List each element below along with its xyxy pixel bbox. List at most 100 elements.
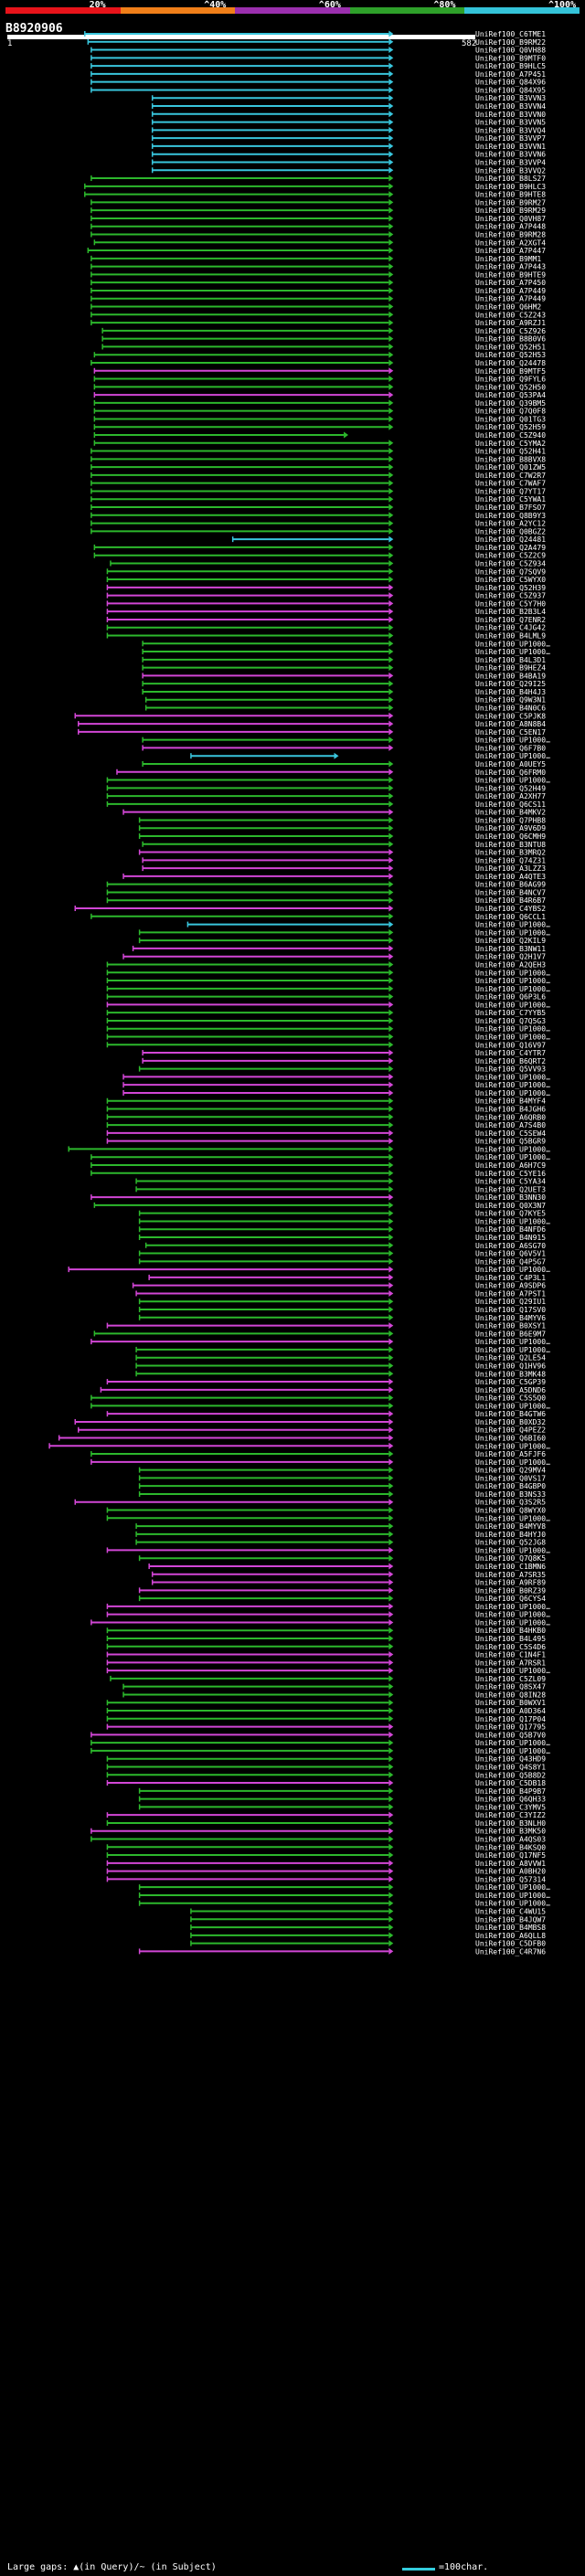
hit-label[interactable]: UniRef100_B6AG99: [475, 881, 546, 889]
hit-row[interactable]: UniRef100_B7FSO7: [90, 504, 546, 512]
hit-row[interactable]: UniRef100_C4P3L1: [148, 1274, 546, 1282]
hit-row[interactable]: UniRef100_A6QRB0: [106, 1113, 546, 1121]
hit-row[interactable]: UniRef100_B9RM27: [90, 198, 546, 207]
hit-row[interactable]: UniRef100_B9RM22: [87, 38, 546, 47]
hit-label[interactable]: UniRef100_A7RSR1: [475, 1659, 546, 1667]
hit-row[interactable]: UniRef100_C4R7N6: [138, 1947, 547, 1956]
hit-row[interactable]: UniRef100_Q24481: [231, 535, 547, 544]
hit-row[interactable]: UniRef100_UP1000…: [106, 1001, 550, 1009]
hit-label[interactable]: UniRef100_Q3S2R5: [475, 1499, 546, 1507]
hit-label[interactable]: UniRef100_UP1000…: [475, 1217, 550, 1225]
hit-label[interactable]: UniRef100_Q52H41: [475, 448, 546, 456]
hit-row[interactable]: UniRef100_UP1000…: [90, 1402, 550, 1410]
hit-row[interactable]: UniRef100_C5Z934: [110, 559, 546, 567]
hit-label[interactable]: UniRef100_A2YC12: [475, 520, 546, 528]
hit-row[interactable]: UniRef100_B4R6B7: [106, 896, 546, 905]
hit-label[interactable]: UniRef100_C5WYX0: [475, 576, 546, 584]
hit-label[interactable]: UniRef100_B4NFD6: [475, 1225, 546, 1234]
hit-label[interactable]: UniRef100_B3NW11: [475, 945, 546, 953]
hit-label[interactable]: UniRef100_Q0BGZ2: [475, 527, 546, 535]
hit-row[interactable]: UniRef100_Q74Z31: [142, 856, 546, 864]
hit-label[interactable]: UniRef100_Q6CCL1: [475, 913, 546, 921]
hit-label[interactable]: UniRef100_Q2UET3: [475, 1185, 546, 1193]
hit-row[interactable]: UniRef100_B8BVX8: [90, 455, 546, 463]
hit-label[interactable]: UniRef100_B2B3L4: [475, 608, 546, 616]
hit-row[interactable]: UniRef100_Q1HV96: [135, 1362, 546, 1370]
hit-row[interactable]: UniRef100_Q7PHB8: [138, 816, 547, 824]
hit-row[interactable]: UniRef100_B9HTE8: [84, 191, 546, 199]
hit-row[interactable]: UniRef100_C6TME1: [84, 30, 546, 38]
hit-row[interactable]: UniRef100_UP1000…: [106, 969, 550, 977]
hit-label[interactable]: UniRef100_Q24481: [475, 535, 546, 544]
hit-label[interactable]: UniRef100_B3NS33: [475, 1490, 546, 1499]
hit-row[interactable]: UniRef100_Q4PEZ2: [78, 1426, 546, 1435]
hit-label[interactable]: UniRef100_Q01TG3: [475, 415, 546, 423]
hit-row[interactable]: UniRef100_B9RM29: [90, 207, 546, 215]
hit-row[interactable]: UniRef100_B3VVN0: [151, 111, 547, 119]
hit-row[interactable]: UniRef100_Q52H59: [93, 423, 546, 431]
hit-row[interactable]: UniRef100_A8VVW1: [106, 1860, 546, 1868]
hit-label[interactable]: UniRef100_C5EN17: [475, 728, 546, 737]
hit-label[interactable]: UniRef100_B4NCV7: [475, 888, 546, 896]
hit-label[interactable]: UniRef100_Q7ENR2: [475, 616, 546, 624]
hit-label[interactable]: UniRef100_UP1000…: [475, 1089, 550, 1097]
hit-label[interactable]: UniRef100_C5Z2C9: [475, 552, 546, 560]
hit-row[interactable]: UniRef100_C5Z926: [101, 327, 546, 335]
hit-label[interactable]: UniRef100_C5Z940: [475, 431, 546, 440]
hit-label[interactable]: UniRef100_A0UEY5: [475, 760, 546, 769]
hit-label[interactable]: UniRef100_B3NN30: [475, 1193, 546, 1202]
hit-row[interactable]: UniRef100_B4MYV8: [135, 1522, 546, 1531]
hit-label[interactable]: UniRef100_Q39BM5: [475, 399, 546, 408]
hit-label[interactable]: UniRef100_A7SR35: [475, 1571, 546, 1579]
hit-row[interactable]: UniRef100_C4WU15: [190, 1908, 546, 1916]
hit-label[interactable]: UniRef100_C5YA34: [475, 1178, 546, 1186]
hit-row[interactable]: UniRef100_B3VVN3: [151, 94, 547, 102]
hit-row[interactable]: UniRef100_A0D364: [106, 1707, 546, 1715]
hit-label[interactable]: UniRef100_A6SG70: [475, 1242, 546, 1250]
hit-row[interactable]: UniRef100_C5Z2C9: [93, 552, 546, 560]
hit-row[interactable]: UniRef100_A7P449: [90, 287, 546, 295]
hit-row[interactable]: UniRef100_C5PJK8: [74, 712, 546, 720]
hit-label[interactable]: UniRef100_A7P447: [475, 247, 546, 255]
hit-label[interactable]: UniRef100_Q57314: [475, 1875, 546, 1883]
hit-row[interactable]: UniRef100_Q2H1V7: [122, 953, 546, 961]
hit-row[interactable]: UniRef100_UP1000…: [90, 1338, 550, 1346]
hit-label[interactable]: UniRef100_A7P451: [475, 70, 546, 79]
hit-row[interactable]: UniRef100_A7P450: [90, 279, 546, 287]
hit-row[interactable]: UniRef100_B0XSY1: [106, 1322, 546, 1330]
hit-label[interactable]: UniRef100_Q4PEZ2: [475, 1426, 546, 1435]
hit-row[interactable]: UniRef100_C5Z937: [106, 592, 546, 600]
hit-label[interactable]: UniRef100_Q6FRM0: [475, 769, 546, 777]
hit-row[interactable]: UniRef100_Q5B8D2: [106, 1771, 546, 1779]
hit-label[interactable]: UniRef100_UP1000…: [475, 1081, 550, 1089]
hit-row[interactable]: UniRef100_B4P9B7: [138, 1787, 547, 1796]
hit-label[interactable]: UniRef100_Q16V97: [475, 1041, 546, 1049]
hit-label[interactable]: UniRef100_B7FSO7: [475, 504, 546, 512]
hit-label[interactable]: UniRef100_B3VVN4: [475, 102, 546, 111]
hit-row[interactable]: UniRef100_Q57314: [106, 1875, 546, 1883]
hit-label[interactable]: UniRef100_A9V6D9: [475, 824, 546, 832]
hit-label[interactable]: UniRef100_B6QRT2: [475, 1057, 546, 1065]
hit-row[interactable]: UniRef100_B9HLC3: [84, 183, 546, 191]
hit-label[interactable]: UniRef100_Q84X96: [475, 79, 546, 87]
hit-row[interactable]: UniRef100_Q8WYX0: [106, 1507, 546, 1515]
hit-label[interactable]: UniRef100_Q4S8Y1: [475, 1763, 546, 1771]
hit-row[interactable]: UniRef100_A4QTE3: [122, 873, 546, 881]
hit-row[interactable]: UniRef100_Q8B9Y3: [90, 512, 546, 520]
hit-row[interactable]: UniRef100_Q5B7V0: [90, 1731, 546, 1739]
hit-label[interactable]: UniRef100_B6E9M7: [475, 1330, 546, 1338]
hit-row[interactable]: UniRef100_B6E9M7: [93, 1330, 546, 1338]
hit-label[interactable]: UniRef100_UP1000…: [475, 969, 550, 977]
hit-row[interactable]: UniRef100_UP1000…: [122, 1089, 550, 1097]
hit-label[interactable]: UniRef100_Q24478: [475, 359, 546, 367]
hit-label[interactable]: UniRef100_C5DFB0: [475, 1940, 546, 1948]
hit-label[interactable]: UniRef100_Q43HD9: [475, 1755, 546, 1764]
hit-row[interactable]: UniRef100_UP1000…: [138, 1892, 550, 1900]
hit-label[interactable]: UniRef100_Q52H59: [475, 423, 546, 431]
hit-label[interactable]: UniRef100_UP1000…: [475, 1402, 550, 1410]
hit-row[interactable]: UniRef100_A7PST1: [135, 1289, 546, 1298]
hit-row[interactable]: UniRef100_C5WYX0: [106, 576, 546, 584]
hit-label[interactable]: UniRef100_Q01ZW5: [475, 463, 546, 472]
hit-label[interactable]: UniRef100_C5GP39: [475, 1378, 546, 1386]
hit-label[interactable]: UniRef100_UP1000…: [475, 1346, 550, 1354]
